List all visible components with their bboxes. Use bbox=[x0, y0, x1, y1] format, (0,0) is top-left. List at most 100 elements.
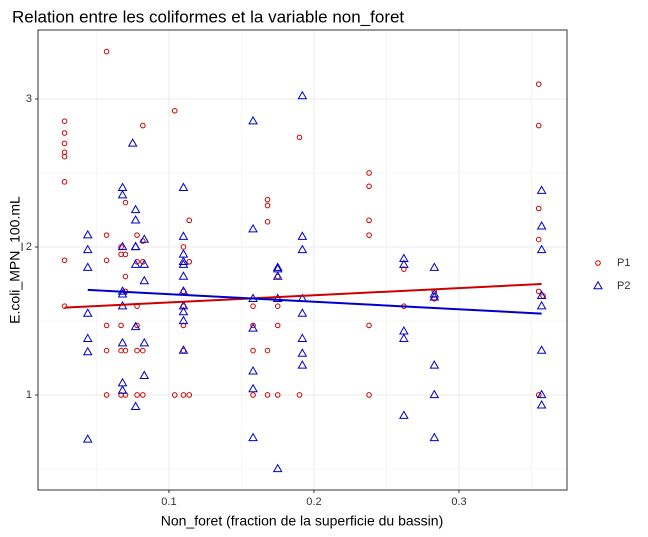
point bbox=[171, 392, 178, 398]
point bbox=[429, 291, 440, 301]
point bbox=[535, 205, 542, 212]
point bbox=[297, 348, 308, 357]
x-axis-label: Non_foret (fraction de la superficie du … bbox=[161, 513, 443, 529]
point bbox=[186, 217, 193, 224]
point bbox=[250, 303, 256, 309]
point bbox=[122, 199, 129, 206]
point bbox=[186, 258, 193, 265]
point bbox=[178, 345, 189, 354]
point bbox=[366, 232, 372, 238]
point bbox=[274, 303, 281, 309]
point bbox=[130, 401, 141, 411]
x-tick-label: 0.1 bbox=[161, 496, 176, 508]
point bbox=[139, 275, 150, 285]
point bbox=[178, 271, 189, 280]
point bbox=[122, 273, 129, 280]
x-tick-label: 0.3 bbox=[451, 496, 466, 508]
point bbox=[536, 345, 547, 354]
point bbox=[180, 392, 187, 398]
point bbox=[61, 303, 68, 309]
point bbox=[536, 185, 547, 194]
y-tick-label: 3 bbox=[26, 93, 32, 105]
point bbox=[264, 347, 271, 354]
point bbox=[248, 115, 258, 125]
point bbox=[117, 337, 128, 347]
y-tick-label: 1 bbox=[26, 389, 32, 401]
point bbox=[139, 370, 150, 379]
point bbox=[297, 308, 308, 317]
point bbox=[130, 215, 141, 224]
point bbox=[297, 333, 308, 342]
point bbox=[122, 251, 129, 258]
point bbox=[82, 262, 93, 271]
point bbox=[536, 389, 547, 399]
point bbox=[61, 179, 68, 185]
point bbox=[178, 306, 189, 316]
point bbox=[103, 392, 110, 398]
x-tick-label: 0.2 bbox=[306, 496, 321, 508]
point bbox=[117, 189, 128, 199]
point bbox=[536, 220, 547, 230]
point bbox=[130, 204, 141, 214]
point bbox=[178, 256, 189, 265]
point bbox=[103, 322, 110, 329]
point bbox=[117, 241, 128, 251]
point bbox=[82, 346, 93, 356]
point bbox=[297, 90, 308, 100]
point bbox=[61, 140, 68, 147]
point bbox=[535, 288, 542, 295]
point bbox=[117, 286, 128, 295]
point bbox=[139, 337, 150, 347]
point bbox=[130, 259, 141, 268]
point bbox=[274, 392, 281, 398]
point bbox=[248, 383, 258, 393]
point bbox=[61, 153, 68, 160]
point bbox=[140, 392, 146, 398]
point bbox=[366, 170, 372, 176]
point bbox=[178, 315, 189, 325]
chart-title: Relation entre les coliformes et la vari… bbox=[12, 7, 404, 26]
point bbox=[139, 234, 150, 243]
point bbox=[272, 271, 283, 280]
point bbox=[248, 365, 258, 375]
point bbox=[429, 360, 440, 369]
point bbox=[178, 300, 189, 310]
point bbox=[536, 244, 547, 254]
point bbox=[536, 300, 547, 310]
legend-label: P2 bbox=[617, 280, 630, 292]
point bbox=[248, 323, 258, 332]
point bbox=[399, 253, 409, 263]
point bbox=[180, 322, 187, 329]
point bbox=[297, 231, 308, 240]
point bbox=[535, 81, 542, 87]
point bbox=[103, 232, 110, 238]
point bbox=[122, 347, 129, 354]
point bbox=[122, 392, 129, 398]
point bbox=[82, 229, 93, 239]
point bbox=[127, 138, 138, 147]
point bbox=[264, 196, 271, 203]
point bbox=[535, 236, 542, 243]
legend-marker bbox=[595, 260, 601, 266]
point bbox=[134, 322, 140, 329]
y-tick-label: 2 bbox=[26, 241, 32, 253]
point bbox=[140, 347, 146, 354]
point bbox=[431, 295, 438, 302]
point bbox=[103, 257, 110, 264]
point bbox=[399, 410, 409, 419]
point bbox=[366, 322, 372, 329]
point bbox=[248, 432, 258, 442]
point bbox=[399, 259, 409, 268]
point bbox=[178, 231, 189, 240]
point bbox=[61, 257, 68, 264]
point bbox=[264, 202, 271, 209]
point bbox=[366, 217, 372, 224]
point bbox=[171, 108, 178, 114]
point bbox=[117, 289, 128, 298]
point bbox=[82, 244, 93, 254]
point bbox=[535, 122, 542, 129]
plot-border bbox=[37, 29, 568, 491]
point bbox=[139, 259, 150, 268]
trend-line bbox=[64, 282, 542, 309]
point bbox=[274, 322, 281, 329]
